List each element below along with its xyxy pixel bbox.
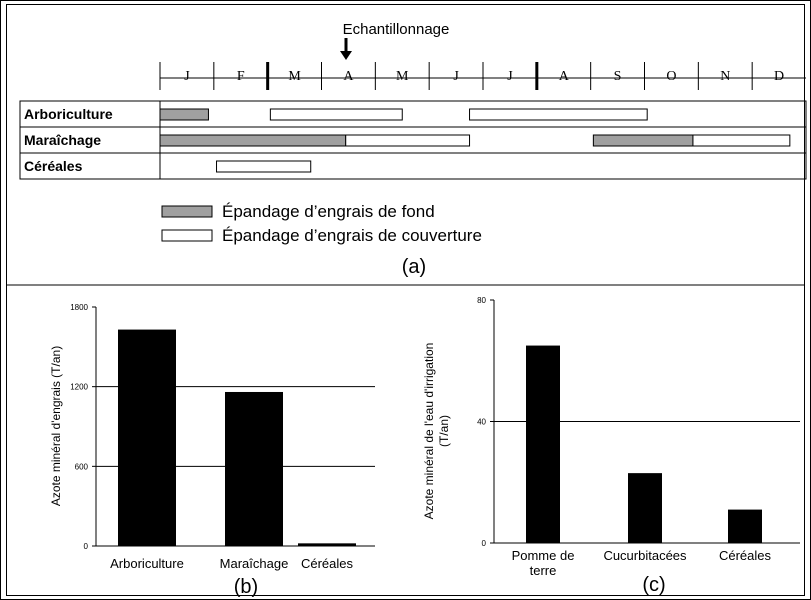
x-tick-label: terre (530, 563, 557, 578)
schedule-bar-couverture (469, 108, 648, 121)
x-tick-label: Arboriculture (110, 556, 184, 571)
month-label: D (774, 69, 784, 84)
y-tick-label: 1800 (70, 303, 88, 312)
bar-Céréales (298, 543, 356, 546)
y-tick-label: 0 (84, 542, 89, 551)
y-axis-label: Azote minéral de l'eau d'irrigation(T/an… (422, 343, 451, 520)
bar-Arboriculture (118, 329, 176, 546)
schedule-table: Arboriculture Maraîchage Céréales (19, 100, 807, 180)
legend: Épandage d’engrais de fond Épandage d’eng… (161, 202, 482, 245)
schedule-bar-couverture (692, 134, 791, 147)
y-axis-label: Azote minéral d'engrais (T/an) (49, 346, 63, 506)
legend-label-fond: Épandage d’engrais de fond (222, 202, 435, 221)
y-tick-label: 600 (75, 462, 89, 471)
month-label: J (453, 69, 459, 84)
y-axis-label-line: Azote minéral de l'eau d'irrigation (422, 343, 436, 520)
y-tick-label: 80 (477, 296, 486, 305)
chart-b-plot: 0 600 1200 1800 Arboriculture Maraîchage Céréa… (49, 303, 375, 598)
y-tick-label: 1200 (70, 383, 88, 392)
month-label: M (396, 69, 409, 84)
month-label: A (559, 69, 570, 84)
month-label: A (343, 69, 354, 84)
schedule-bar-couverture (345, 134, 471, 147)
legend-label-couverture: Épandage d’engrais de couverture (222, 226, 482, 245)
y-tick-label: 40 (477, 418, 486, 427)
x-tick-label: Pomme de (512, 548, 575, 563)
y-tick-label: 0 (482, 539, 487, 548)
row-label: Céréales (24, 158, 83, 174)
schedule-bar-fond (159, 108, 209, 121)
legend-swatch-fond (161, 205, 213, 218)
panel-label-a: (a) (402, 256, 426, 278)
bar-Pomme de terre (526, 345, 560, 543)
month-label: J (184, 69, 190, 84)
schedule-bar-couverture (216, 160, 312, 173)
sampling-arrow (340, 38, 352, 60)
row-label: Arboriculture (24, 106, 113, 122)
inner-border (6, 4, 805, 596)
month-label: O (666, 69, 676, 84)
x-tick-label: Maraîchage (220, 556, 289, 571)
panel-label: (c) (642, 574, 665, 596)
y-axis-label-line: (T/an) (437, 415, 451, 447)
row-label: Maraîchage (24, 132, 101, 148)
schedule-bar-couverture (269, 108, 403, 121)
schedule-bars (159, 108, 791, 173)
x-tick-label: Céréales (719, 548, 772, 563)
bar-Maraîchage (225, 391, 283, 546)
x-tick-label: Cucurbitacées (603, 548, 687, 563)
bar-Céréales (728, 509, 762, 543)
month-label: S (614, 69, 622, 84)
panel-a-calendar: Echantillonnage J F M A M J J A S O N D Arboricultu… (19, 21, 807, 278)
month-label: M (288, 69, 301, 84)
month-label: F (237, 69, 245, 84)
panel-label: (b) (234, 576, 258, 598)
month-label: J (507, 69, 513, 84)
bar-Cucurbitacées (628, 473, 662, 543)
schedule-row (19, 152, 807, 180)
x-tick-label: Céréales (301, 556, 354, 571)
month-label: N (720, 69, 730, 84)
sampling-label: Echantillonnage (343, 21, 450, 38)
legend-swatch-couverture (161, 229, 213, 242)
